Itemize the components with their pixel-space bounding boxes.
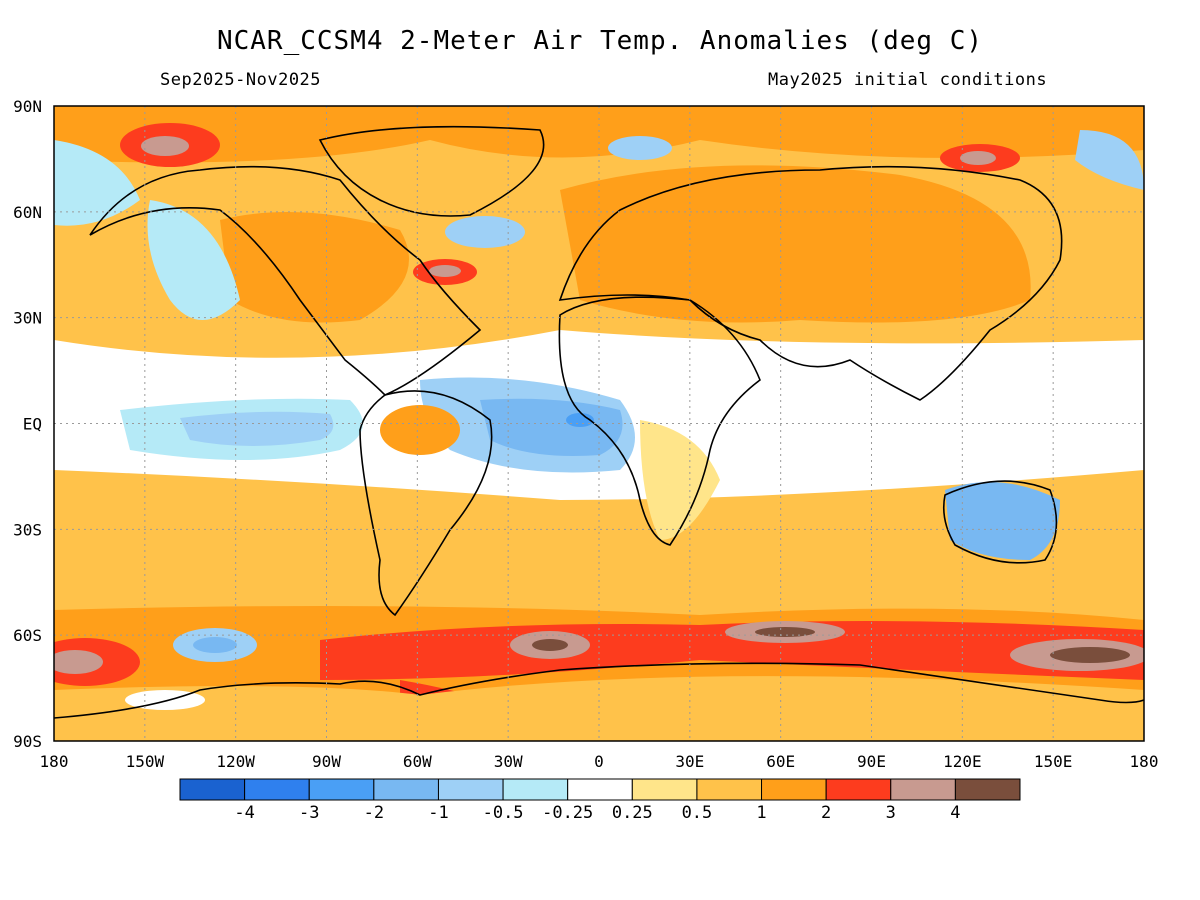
tropical-atlantic-cooler xyxy=(480,398,623,456)
ross-sea-hot-core xyxy=(54,650,103,674)
australia-cool xyxy=(945,482,1060,560)
lon-tick-label: 30W xyxy=(494,752,523,771)
lon-tick-label: 180 xyxy=(1130,752,1159,771)
lon-tick-label: 150E xyxy=(1034,752,1073,771)
colorbar-label: -0.25 xyxy=(542,803,593,823)
amazon-warm xyxy=(380,405,460,455)
colorbar-swatch xyxy=(179,778,246,801)
colorbar-label: -3 xyxy=(299,803,319,823)
map-frame xyxy=(53,105,1145,742)
colorbar-label: -4 xyxy=(234,803,254,823)
siberia-hot-core xyxy=(960,151,996,165)
colorbar-swatch xyxy=(696,778,763,801)
lon-tick-label: 60W xyxy=(403,752,432,771)
lon-tick-label: 150W xyxy=(126,752,165,771)
bering-cool xyxy=(54,140,140,226)
map-title: NCAR_CCSM4 2-Meter Air Temp. Anomalies (… xyxy=(216,26,984,56)
lon-tick-label: 120W xyxy=(216,752,255,771)
colorbar-label: 0.5 xyxy=(682,803,713,823)
colorbar-label: 2 xyxy=(821,803,831,823)
australia-coast xyxy=(942,480,1058,564)
southern-ocean-hot-core-3b xyxy=(1050,647,1130,663)
colorbar-label: 3 xyxy=(886,803,896,823)
colorbar-label: 0.25 xyxy=(612,803,653,823)
forecast-period: Sep2025-Nov2025 xyxy=(160,70,322,90)
lat-tick-label: 90S xyxy=(13,732,42,751)
north-atlantic-cool xyxy=(445,216,525,248)
lat-tick-label: 60N xyxy=(13,203,42,222)
southern-ocean-hot-core-1b xyxy=(532,639,568,651)
tropical-pacific-cooler xyxy=(180,411,334,446)
colorbar-label: 1 xyxy=(756,803,766,823)
colorbar-swatch xyxy=(308,778,375,801)
chukchi-cool xyxy=(1075,130,1144,190)
colorbar-swatch xyxy=(373,778,439,801)
lon-tick-label: 30E xyxy=(675,752,704,771)
colorbar-swatch xyxy=(502,778,569,801)
arctic-hot-west-core xyxy=(141,136,189,156)
south-pacific-cooler xyxy=(193,637,237,653)
atlantic-hot-core xyxy=(429,265,461,277)
lon-tick-label: 60E xyxy=(766,752,795,771)
lon-tick-label: 90W xyxy=(312,752,341,771)
latitude-labels: 90N 60N 30N EQ 30S 60S 90S xyxy=(13,97,42,751)
gulf-of-guinea-cold xyxy=(566,413,594,427)
lon-tick-label: 0 xyxy=(594,752,604,771)
lat-tick-label: 30N xyxy=(13,309,42,328)
lat-tick-label: EQ xyxy=(23,415,42,434)
colorbar-swatch xyxy=(954,778,1021,801)
colorbar-label: 4 xyxy=(950,803,960,823)
colorbar-label: -0.5 xyxy=(483,803,524,823)
colorbar-swatch xyxy=(631,778,698,801)
colorbar-swatch xyxy=(890,778,956,801)
southern-africa-mild xyxy=(640,420,720,540)
initial-conditions: May2025 initial conditions xyxy=(768,70,1048,90)
southern-ocean-hot-core-2b xyxy=(755,627,815,637)
antarctica-coast xyxy=(54,662,1144,719)
colorbar-label: -2 xyxy=(364,803,384,823)
greenland-coast xyxy=(318,125,545,217)
lon-tick-label: 120E xyxy=(943,752,982,771)
south-america-coast xyxy=(359,390,493,617)
colorbar-swatch xyxy=(567,778,633,801)
lat-tick-label: 30S xyxy=(13,520,42,539)
eurasia-warm xyxy=(560,165,1031,323)
north-america-warm xyxy=(220,212,409,323)
lat-tick-label: 90N xyxy=(13,97,42,116)
lon-tick-label: 180 xyxy=(40,752,69,771)
barents-cool xyxy=(608,136,672,160)
colorbar: -4 -3 -2 -1 -0.5 -0.25 0.25 0.5 1 2 3 4 xyxy=(179,778,1021,823)
colorbar-swatch xyxy=(761,778,827,801)
longitude-labels: 180 150W 120W 90W 60W 30W 0 30E 60E 90E 120E 150E 18… xyxy=(40,752,1159,771)
north-america-coast xyxy=(89,165,482,396)
northeast-pacific-cool xyxy=(147,200,240,320)
lon-tick-label: 90E xyxy=(857,752,886,771)
grid-lines xyxy=(54,106,1144,741)
lat-tick-label: 60S xyxy=(13,626,42,645)
colorbar-swatch xyxy=(437,778,504,801)
colorbar-swatch xyxy=(825,778,892,801)
eurasia-coast xyxy=(558,165,1063,401)
coastlines xyxy=(54,125,1144,719)
colorbar-swatch xyxy=(244,778,310,801)
colorbar-label: -1 xyxy=(428,803,448,823)
